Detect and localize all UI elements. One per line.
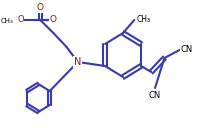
Text: CN: CN <box>148 91 160 100</box>
Text: CH₃: CH₃ <box>136 14 149 24</box>
Text: O: O <box>50 15 57 24</box>
Text: CH₃: CH₃ <box>0 18 13 24</box>
Text: O: O <box>37 3 43 13</box>
Text: O: O <box>17 15 24 24</box>
Text: CN: CN <box>180 45 192 54</box>
Text: N: N <box>74 57 81 67</box>
